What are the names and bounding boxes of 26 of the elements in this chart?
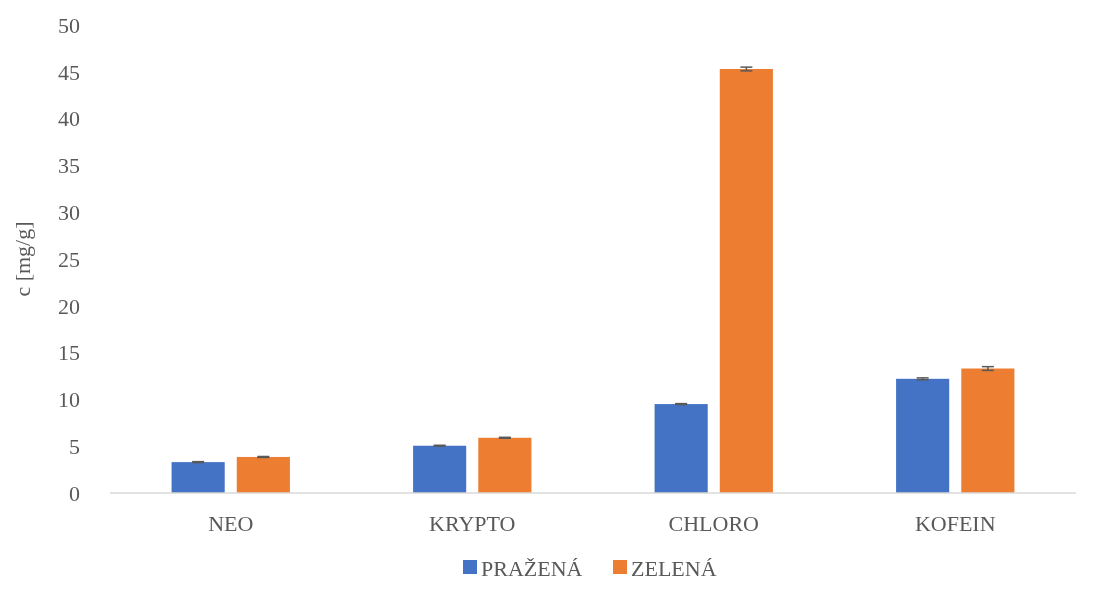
legend-label: ZELENÁ: [631, 555, 717, 581]
y-tick-label: 5: [69, 433, 80, 459]
bar: [478, 437, 532, 493]
y-tick-label: 0: [69, 480, 80, 506]
bar: [171, 462, 225, 493]
y-axis-title: c [mg/g]: [9, 221, 35, 297]
y-tick-label: 40: [58, 106, 80, 132]
y-tick-label: 35: [58, 153, 80, 179]
bar: [654, 404, 708, 493]
y-tick-label: 45: [58, 59, 80, 85]
bar: [413, 445, 467, 493]
y-tick-label: 15: [58, 340, 80, 366]
y-tick-label: 25: [58, 246, 80, 272]
x-tick-label: CHLORO: [668, 511, 759, 536]
y-tick-label: 20: [58, 293, 80, 319]
y-tick-label: 50: [58, 12, 80, 38]
x-tick-label: NEO: [208, 511, 254, 536]
bar: [961, 368, 1015, 493]
x-tick-label: KRYPTO: [429, 511, 516, 536]
y-tick-label: 30: [58, 199, 80, 225]
legend-label: PRAŽENÁ: [481, 555, 583, 581]
x-tick-label: KOFEIN: [914, 511, 996, 536]
y-tick-label: 10: [58, 387, 80, 413]
bar: [896, 378, 950, 493]
bar: [719, 68, 773, 493]
bar: [236, 456, 290, 493]
